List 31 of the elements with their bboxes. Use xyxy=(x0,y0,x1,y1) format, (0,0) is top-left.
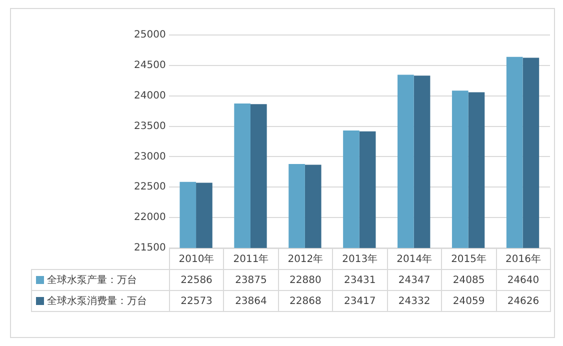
y-tick-label: 24000 xyxy=(134,90,166,102)
y-tick-label: 21500 xyxy=(134,242,166,254)
x-tick-label: 2016年 xyxy=(496,248,550,270)
data-label: 24347 xyxy=(387,270,442,290)
data-label: 24059 xyxy=(442,290,496,312)
data-label: 24640 xyxy=(496,270,550,290)
data-label: 22868 xyxy=(278,290,333,312)
x-tick-label: 2015年 xyxy=(442,248,496,270)
data-label: 23875 xyxy=(224,270,278,290)
data-label: 22573 xyxy=(169,290,224,312)
x-tick-label: 2010年 xyxy=(169,248,224,270)
data-label: 23864 xyxy=(224,290,278,312)
data-label: 24085 xyxy=(442,270,496,290)
data-label: 23417 xyxy=(332,290,388,312)
y-tick-label: 25000 xyxy=(134,30,166,41)
y-tick-label: 24500 xyxy=(134,60,166,72)
x-tick-label: 2012年 xyxy=(278,248,333,270)
y-tick-label: 22000 xyxy=(134,212,166,224)
legend-label: 全球水泵消费量：万台 xyxy=(47,296,147,307)
y-tick-label: 23000 xyxy=(134,151,166,162)
data-label: 23431 xyxy=(332,270,388,290)
x-tick-label: 2013年 xyxy=(332,248,388,270)
y-tick-label: 23500 xyxy=(134,120,166,132)
x-tick-label: 2011年 xyxy=(224,248,278,270)
data-label: 22586 xyxy=(169,270,224,290)
legend-label: 全球水泵产量：万台 xyxy=(47,275,137,286)
data-label: 22880 xyxy=(278,270,333,290)
y-tick-label: 22500 xyxy=(134,182,166,193)
x-tick-label: 2014年 xyxy=(387,248,442,270)
data-label: 24332 xyxy=(387,290,442,312)
data-label: 24626 xyxy=(496,290,550,312)
